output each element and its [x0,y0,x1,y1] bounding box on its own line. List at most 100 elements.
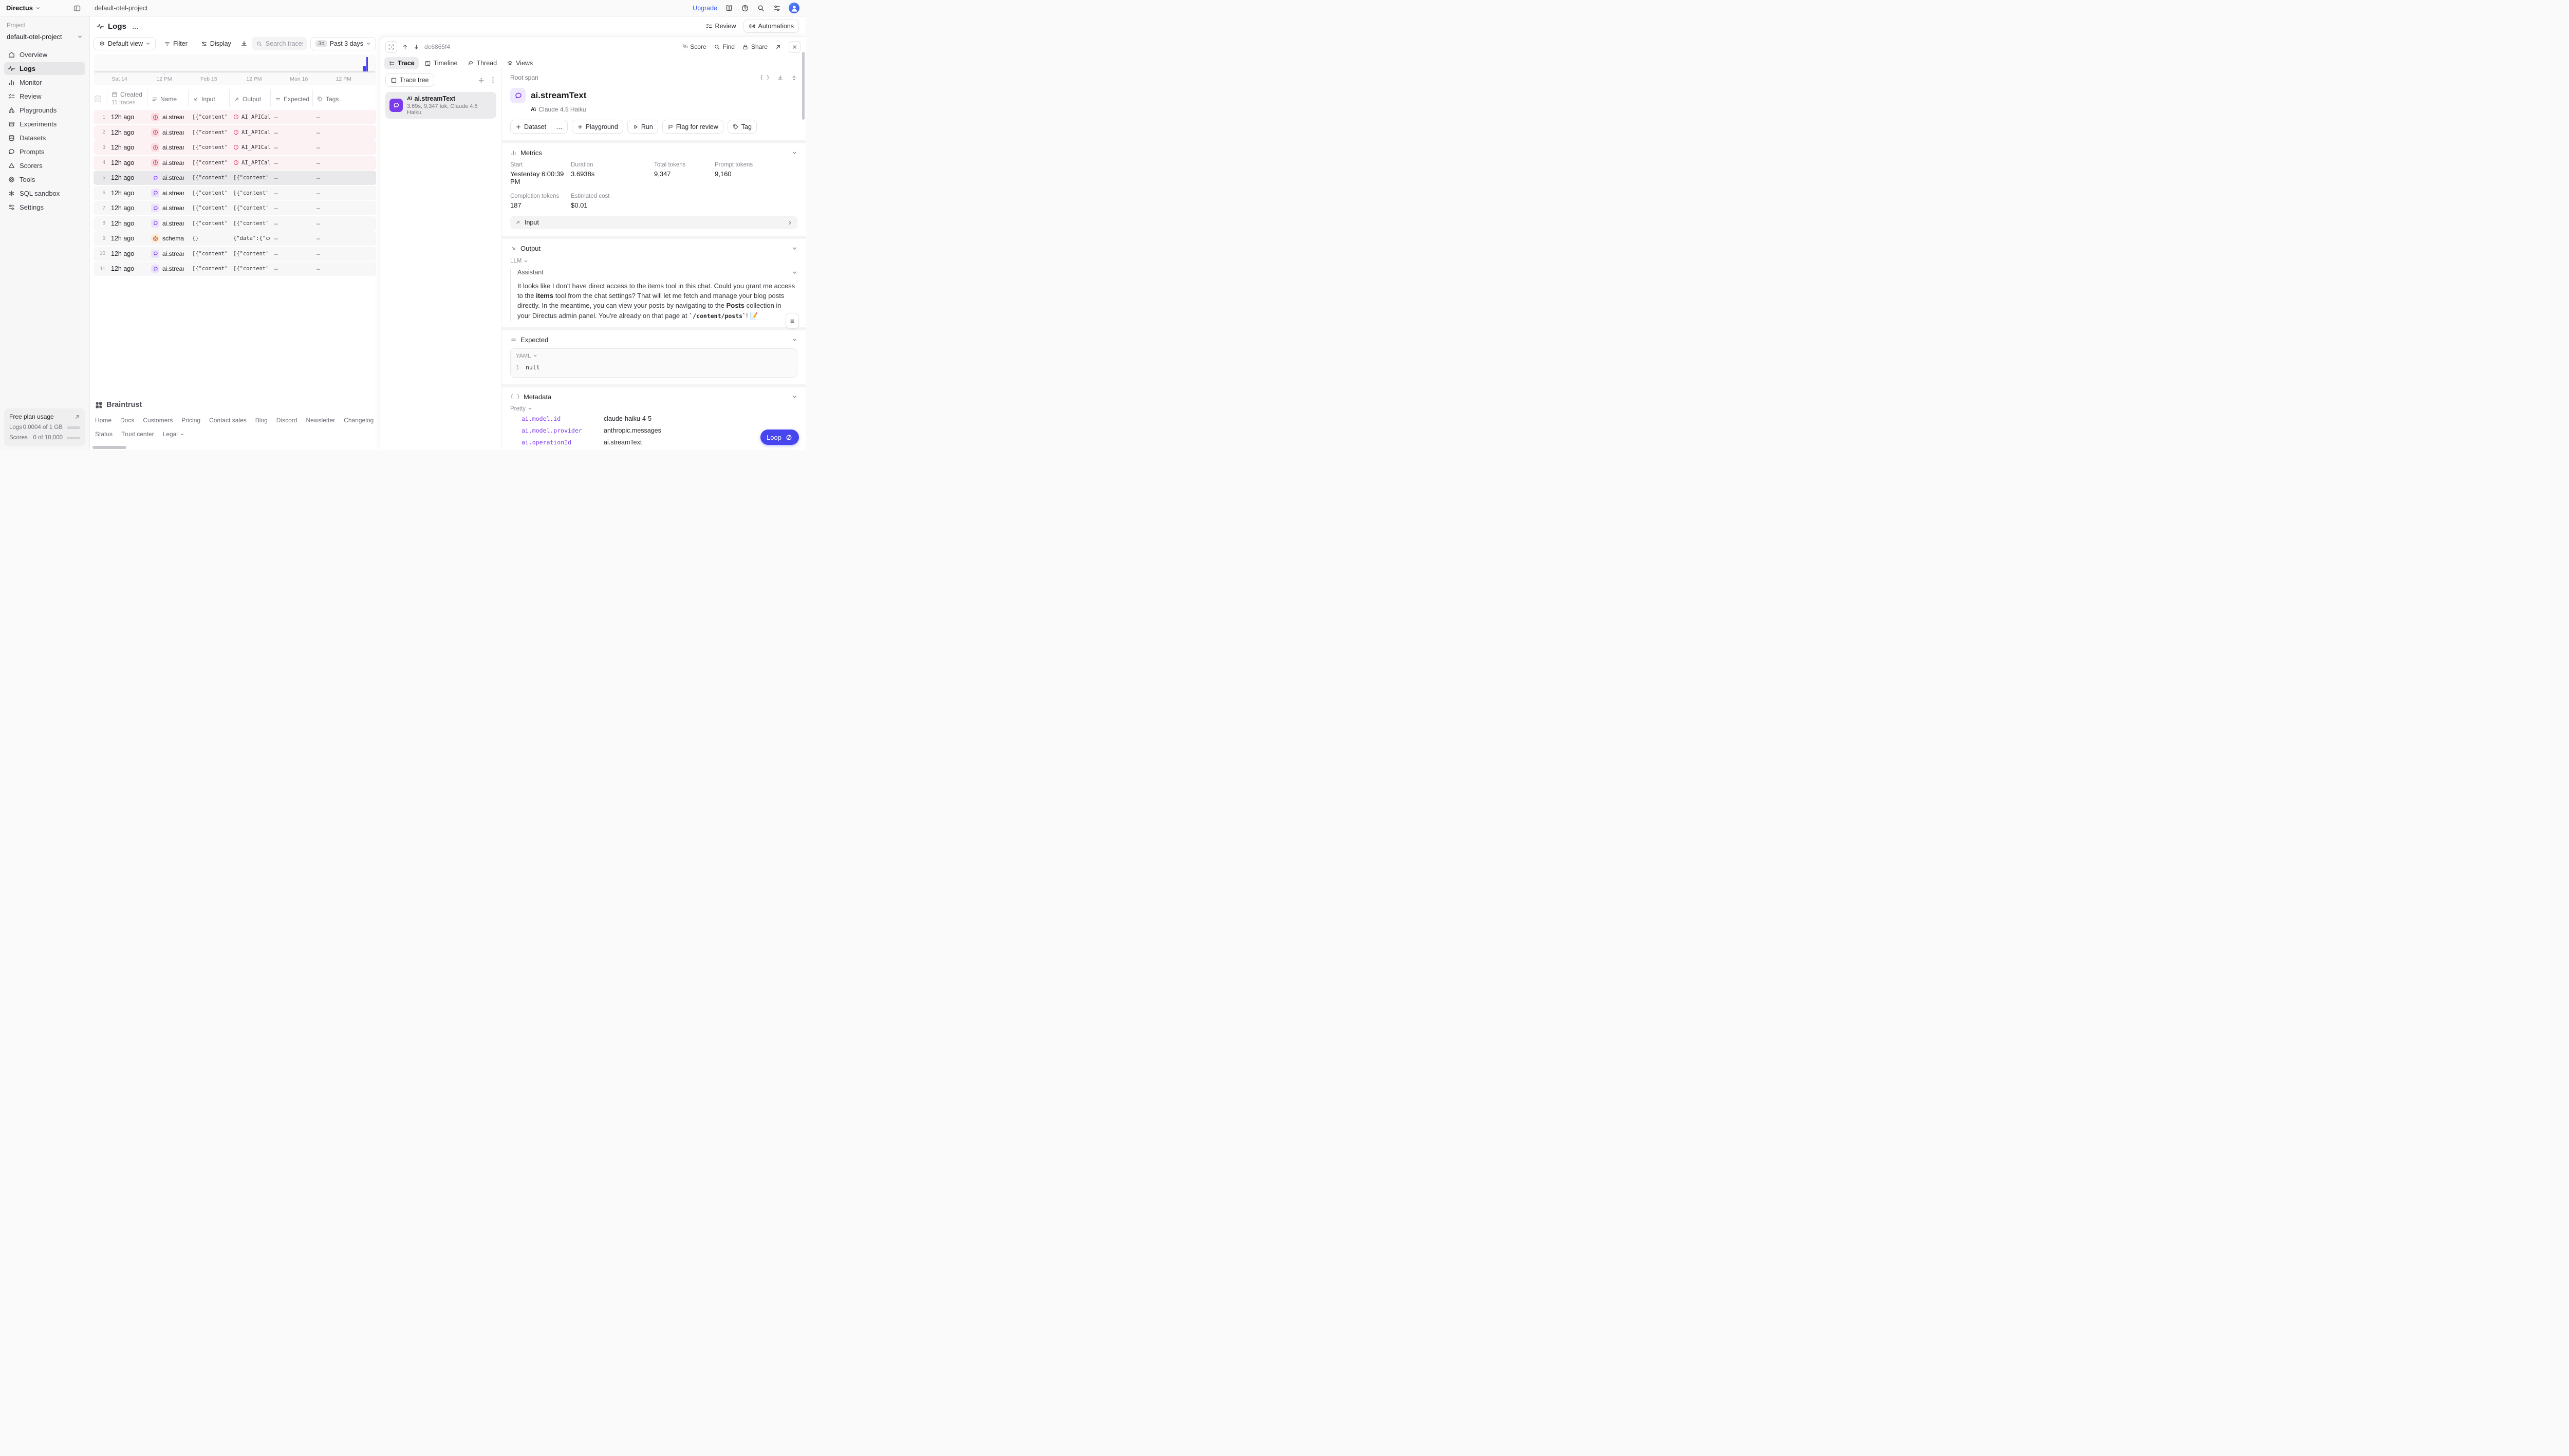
tab-timeline[interactable]: Timeline [420,57,462,69]
vertical-scrollbar[interactable] [802,52,805,120]
dataset-more-button[interactable]: … [551,120,567,133]
column-header-name[interactable]: Name [147,89,188,107]
usage-card[interactable]: Free plan usage Logs 0.0004 of 1 GB Scor… [4,408,85,446]
table-row[interactable]: 5 12h ago ai.streamT... [{"content":" ..… [94,171,376,185]
next-trace-icon[interactable] [413,44,420,50]
tag-button[interactable]: Tag [727,120,757,134]
search-icon[interactable] [757,4,765,12]
metadata-view-select[interactable]: Pretty [510,406,797,412]
tab-thread[interactable]: Thread [463,57,501,69]
table-row[interactable]: 6 12h ago ai.streamT... [{"content":" ..… [94,185,376,200]
sidebar-item-review[interactable]: Review [4,90,85,103]
sidebar-toggle-icon[interactable] [73,4,81,12]
table-row[interactable]: 2 12h ago ai.streamT... [{"content":" ..… [94,125,376,140]
json-view-icon[interactable]: { } [760,74,770,81]
preferences-icon[interactable] [773,4,781,12]
add-to-playground-button[interactable]: Playground [571,120,623,134]
output-format-select[interactable]: LLM [510,258,797,264]
view-select[interactable]: Default view [94,37,156,50]
download-icon[interactable] [777,74,784,81]
search-input[interactable] [265,40,304,47]
share-button[interactable]: Share [742,43,768,50]
open-in-new-icon[interactable] [775,44,781,50]
column-header-expected[interactable]: Expected [270,89,312,107]
footer-link[interactable]: Docs [120,417,135,424]
select-all-checkbox[interactable] [95,95,101,102]
collapse-sections-icon[interactable] [791,74,797,81]
score-button[interactable]: % Score [682,43,706,50]
sidebar-item-settings[interactable]: Settings [4,201,85,214]
run-button[interactable]: Run [627,120,658,134]
footer-legal-menu[interactable]: Legal [163,431,184,438]
footer-link[interactable]: Pricing [181,417,201,424]
column-header-output[interactable]: Output [229,89,270,107]
tab-trace[interactable]: Trace [384,57,419,69]
sidebar-item-sql-sandbox[interactable]: SQL sandbox [4,187,85,200]
code-language-select[interactable]: YAML [516,353,792,359]
footer-link[interactable]: Changelog [344,417,374,424]
table-row[interactable]: 7 12h ago ai.streamT... [{"content":" ..… [94,201,376,215]
table-row[interactable]: 11 12h ago ai.streamT... [{"content":" .… [94,262,376,276]
expected-section-header[interactable]: Expected [510,336,797,344]
sidebar-item-scorers[interactable]: Scorers [4,159,85,172]
sidebar-item-datasets[interactable]: Datasets [4,132,85,144]
footer-link[interactable]: Contact sales [209,417,247,424]
horizontal-scrollbar[interactable] [92,446,126,449]
time-range-select[interactable]: 3d Past 3 days [310,37,376,50]
expand-drawer-button[interactable] [385,41,397,53]
project-select[interactable]: default-otel-project [4,29,85,42]
table-row[interactable]: 9 12h ago schema {} {"data":{"col... [94,231,376,246]
sidebar-item-overview[interactable]: Overview [4,48,85,61]
metrics-section-header[interactable]: Metrics [510,149,797,157]
traces-timeline-chart[interactable]: Sat 14 12 PM Feb 15 12 PM Mon 16 12 PM [94,54,376,85]
add-to-dataset-button[interactable]: Dataset [511,120,551,133]
sidebar-item-monitor[interactable]: Monitor [4,76,85,89]
sidebar-item-logs[interactable]: Logs [4,62,85,75]
sidebar-item-experiments[interactable]: Experiments [4,118,85,130]
brand[interactable]: Braintrust [95,401,375,409]
upgrade-link[interactable]: Upgrade [693,4,717,12]
tab-views[interactable]: Views [502,57,537,69]
outline-toggle-button[interactable] [786,313,799,329]
avatar[interactable] [789,3,799,13]
automations-button[interactable]: Automations [743,20,799,33]
footer-link[interactable]: Customers [143,417,173,424]
filter-button[interactable]: Filter [159,37,193,50]
assistant-header[interactable]: Assistant [517,269,797,276]
table-row[interactable]: 8 12h ago ai.streamT... [{"content":" ..… [94,216,376,231]
sidebar-item-playgrounds[interactable]: Playgrounds [4,104,85,117]
search-traces[interactable] [251,37,308,50]
export-icon[interactable] [239,40,249,47]
metadata-section-header[interactable]: { } Metadata [510,393,797,401]
footer-link[interactable]: Trust center [121,431,154,438]
trace-tree-node[interactable]: A\ ai.streamText 3.69s, 9,347 tok, Claude… [385,92,496,119]
input-section-collapsed[interactable]: Input [510,216,797,229]
review-button[interactable]: Review [700,20,741,33]
find-button[interactable]: Find [714,43,735,50]
output-section-header[interactable]: Output [510,245,797,252]
sidebar-item-tools[interactable]: Tools [4,173,85,186]
org-switcher[interactable]: Directus [6,4,73,12]
page-menu-button[interactable]: … [132,22,139,30]
table-row[interactable]: 10 12h ago ai.streamT... [{"content":" .… [94,246,376,261]
close-icon[interactable] [789,41,801,53]
footer-link[interactable]: Discord [276,417,297,424]
column-header-tags[interactable]: Tags [312,89,376,107]
footer-link[interactable]: Status [95,431,113,438]
display-button[interactable]: Display [196,37,236,50]
help-icon[interactable] [741,4,749,12]
prev-trace-icon[interactable] [402,44,408,50]
footer-link[interactable]: Home [95,417,112,424]
column-header-created[interactable]: Created 11 traces [107,89,147,107]
trace-tree-view-button[interactable]: Trace tree [385,73,434,87]
table-row[interactable]: 4 12h ago ai.streamT... [{"content":" ..… [94,155,376,170]
table-row[interactable]: 3 12h ago ai.streamT... [{"content":" ..… [94,140,376,155]
footer-link[interactable]: Blog [255,417,268,424]
footer-link[interactable]: Newsletter [306,417,336,424]
column-header-input[interactable]: Input [188,89,229,107]
collapse-all-icon[interactable] [478,77,485,84]
table-row[interactable]: 1 12h ago ai.streamT... [{"content":" ..… [94,110,376,124]
flag-for-review-button[interactable]: Flag for review [662,120,723,134]
kebab-menu-icon[interactable]: ⋮ [490,76,496,84]
loop-button[interactable]: Loop [760,430,799,445]
